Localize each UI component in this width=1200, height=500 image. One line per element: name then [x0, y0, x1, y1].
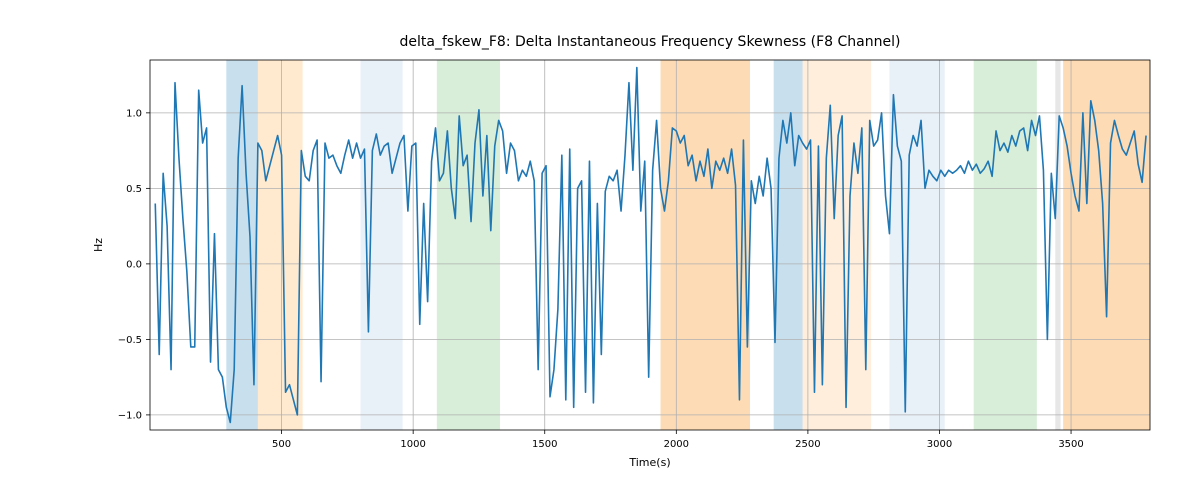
band-10: [1063, 60, 1150, 430]
x-axis-label: Time(s): [628, 456, 670, 469]
ytick-label: −0.5: [118, 335, 142, 346]
band-8: [974, 60, 1037, 430]
xtick-label: 1000: [400, 439, 425, 450]
band-7: [889, 60, 944, 430]
ytick-label: 1.0: [126, 108, 142, 119]
xtick-label: 500: [272, 439, 291, 450]
xtick-label: 3500: [1058, 439, 1083, 450]
band-1: [258, 60, 303, 430]
chart-container: 500 1000 1500 2000 2500 3000 3500 −1.0 −0.5 0.0 0.…: [0, 0, 1200, 500]
xtick-label: 2500: [795, 439, 820, 450]
ytick-label: 0.0: [126, 259, 142, 270]
xtick-label: 3000: [927, 439, 952, 450]
band-5: [774, 60, 803, 430]
band-3: [437, 60, 500, 430]
y-axis-label: Hz: [92, 238, 105, 252]
chart-title: delta_fskew_F8: Delta Instantaneous Freq…: [400, 34, 901, 50]
xtick-label: 1500: [532, 439, 557, 450]
chart-svg: 500 1000 1500 2000 2500 3000 3500 −1.0 −0.5 0.0 0.…: [0, 0, 1200, 500]
ytick-label: 0.5: [126, 184, 142, 195]
xtick-label: 2000: [664, 439, 689, 450]
ytick-label: −1.0: [118, 410, 142, 421]
bands-group: [226, 60, 1150, 430]
